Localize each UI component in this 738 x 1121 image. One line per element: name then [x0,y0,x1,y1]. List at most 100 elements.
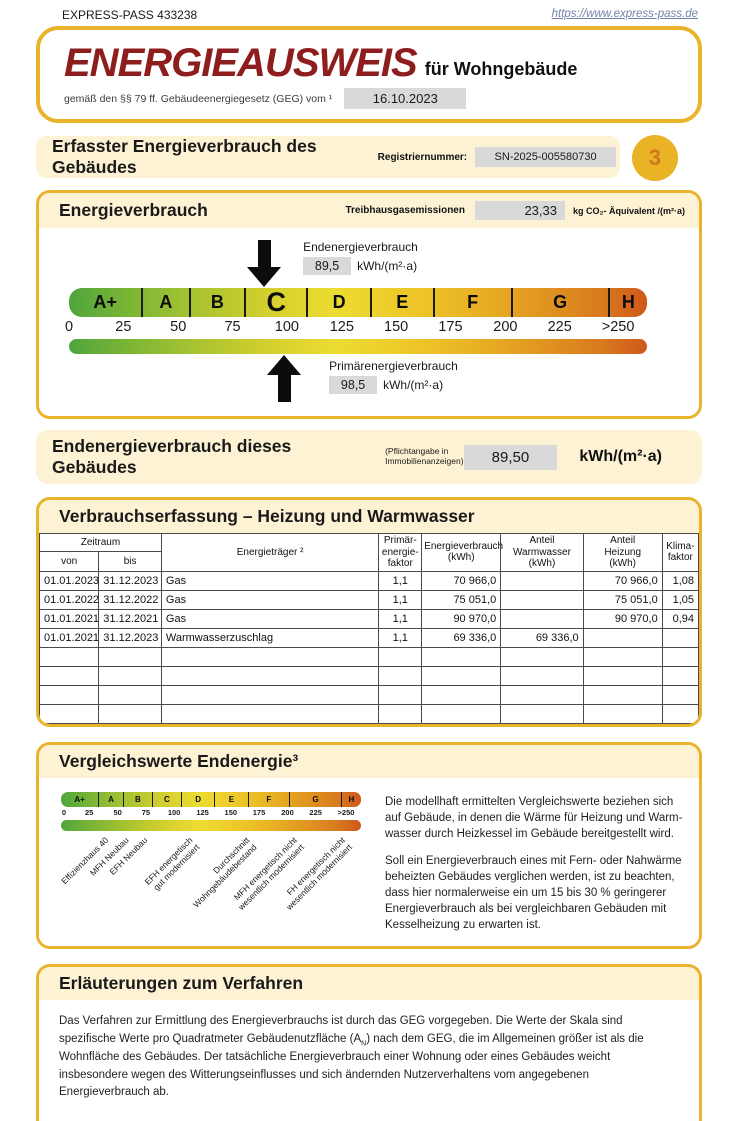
mandatory-note: (Pflichtangabe in Immobilienanzeigen) [385,446,464,466]
comparison-paragraph-2: Soll ein Energieverbrauch eines mit Fern… [385,854,682,932]
issue-date-field: 16.10.2023 [344,88,467,109]
scale-class-d: D [308,288,372,317]
tick-75: 75 [224,319,241,335]
mini-scale-ticks: 0 25 50 75 100 125 150 175 200 225 >250 [61,807,355,817]
ghg-emissions-value: 23,33 [474,201,565,220]
tick-250: >250 [601,319,635,335]
primary-energy-value: 98,5 [329,376,378,394]
table-row-empty [39,703,699,724]
explanations-box-header: Erläuterungen zum Verfahren [39,967,699,1001]
final-energy-arrow-down-icon [247,240,282,287]
cell-bis: 31.12.2021 [98,608,162,629]
final-energy-unit: kWh/(m²·a) [357,259,418,273]
legal-reference: gemäß den §§ 79 ff. Gebäudeenergiegesetz… [64,92,333,105]
comparison-explanation-text: Die modellhaft ermittelten Vergleichswer… [361,792,687,945]
title-line: ENERGIEAUSWEIS für Wohngebäude [64,43,678,83]
primary-energy-label: Primärenergieverbrauch [329,359,458,373]
cell-von: 01.01.2023 [39,570,100,591]
table-row-empty [39,665,699,686]
scale-class-f: F [435,288,513,317]
cell-bis: 31.12.2022 [98,589,162,610]
scale-class-a-plus: A+ [69,288,144,317]
section-heading-consumption: Verbrauchserfassung – Heizung und Warmwa… [59,506,475,526]
final-energy-value: 89,5 [303,257,352,275]
tick-50: 50 [170,319,187,335]
registered-band: Erfasster Energieverbrauch des Gebäudes … [36,136,620,178]
energy-class-scale: A+ A B C D E F G H [69,287,647,317]
scale-class-b: B [191,288,247,317]
table-header-row-2: von bis [39,551,699,572]
comparison-reference-labels: Effizienzhaus 40 MFH Neubau EFH Neubau E… [59,831,361,935]
declared-value-field: 89,50 [463,444,558,470]
cell-verbrauch: 69 336,0 [421,627,502,648]
table-header-row-1: Zeitraum Energieträger ² Primär- energie… [39,532,699,572]
cell-pef: 1,1 [378,627,423,648]
cell-von: 01.01.2021 [39,627,100,648]
page-number-badge: 3 [632,135,678,181]
energy-scale-area: Endenergieverbrauch 89,5 kWh/(m²·a) A+ A… [39,228,699,416]
cell-traeger: Gas [160,608,380,629]
table-row: 01.01.2021 31.12.2021 Gas 1,1 90 970,0 9… [39,608,699,629]
tick-125: 125 [329,319,354,335]
cell-heizung [582,627,663,648]
tick-200: 200 [493,319,518,335]
energy-consumption-box: Energieverbrauch Treibhausgasemissionen … [36,190,702,419]
col-header-energieverbrauch: Energieverbrauch (kWh) [421,533,503,572]
tick-0: 0 [64,319,74,335]
registered-section: Erfasster Energieverbrauch des Gebäudes … [36,135,702,182]
cell-traeger: Gas [160,570,380,591]
document-header: EXPRESS-PASS 433238 https://www.express-… [0,0,738,22]
col-header-energietraeger: Energieträger ² [160,533,380,572]
explanations-box: Erläuterungen zum Verfahren Das Verfahre… [36,964,702,1121]
express-pass-link[interactable]: https://www.express-pass.de [551,8,698,20]
col-header-anteil-heizung: Anteil Heizung (kWh) [582,533,663,572]
mini-class-b: B [124,791,153,807]
primary-energy-unit: kWh/(m²·a) [383,378,444,392]
tick-150: 150 [384,319,409,335]
mini-gradient-bar [61,819,361,831]
registration-number-label: Registriernummer: [377,151,468,163]
section-heading-explanations: Erläuterungen zum Verfahren [59,973,304,994]
section-heading-declared: Endenergieverbrauch dieses Gebäudes [52,436,292,477]
scale-class-g: G [513,288,610,317]
table-row-empty [39,646,699,667]
col-header-anteil-warmwasser: Anteil Warmwasser (kWh) [500,533,584,572]
comparison-paragraph-1: Die modellhaft ermittelten Vergleichswer… [385,795,683,840]
cell-pef: 1,1 [378,589,423,610]
final-energy-label: Endenergieverbrauch [303,240,418,254]
tick-225: 225 [547,319,572,335]
page-title: ENERGIEAUSWEIS [64,41,418,85]
table-row: 01.01.2022 31.12.2022 Gas 1,1 75 051,0 7… [39,589,699,610]
cell-klima: 1,08 [661,570,699,591]
cell-verbrauch: 75 051,0 [421,589,502,610]
declared-value-band: Endenergieverbrauch dieses Gebäudes (Pfl… [36,430,702,484]
mini-class-e: E [215,791,249,807]
scale-tick-labels: 0 25 50 75 100 125 150 175 200 225 >250 [65,319,647,338]
primary-energy-scale-bar [69,339,647,354]
ghg-emissions-unit: kg CO₂- Äquivalent /(m²·a) [572,205,685,216]
col-header-zeitraum: Zeitraum [39,532,162,553]
table-row-empty [39,684,699,705]
primary-energy-annotation: Primärenergieverbrauch 98,5 kWh/(m²·a) [69,354,647,410]
scale-class-a: A [143,288,191,317]
mini-class-f: F [249,791,291,807]
comparison-box: Vergleichswerte Endenergie³ A+ A B C D E… [36,741,702,950]
comparison-content: A+ A B C D E F G H 0 25 50 75 100 125 [39,777,699,947]
ghg-emissions-label: Treibhausgasemissionen [345,205,465,216]
tick-175: 175 [438,319,463,335]
scale-class-h: H [621,292,635,312]
cell-bis: 31.12.2023 [98,627,162,648]
mini-class-g: G [290,791,342,807]
table-box-header: Verbrauchserfassung – Heizung und Warmwa… [39,500,699,533]
mini-class-c: C [153,791,182,807]
final-energy-annotation: Endenergieverbrauch 89,5 kWh/(m²·a) [69,236,647,288]
tick-25: 25 [115,319,132,335]
cell-ww: 69 336,0 [500,627,584,648]
mini-class-a: A [99,791,124,807]
cell-heizung: 70 966,0 [582,570,663,591]
title-subtitle-row: gemäß den §§ 79 ff. Gebäudeenergiegesetz… [64,88,678,109]
cell-von: 01.01.2021 [39,608,100,629]
page-title-suffix: für Wohngebäude [424,59,578,79]
tick-100: 100 [274,319,299,335]
